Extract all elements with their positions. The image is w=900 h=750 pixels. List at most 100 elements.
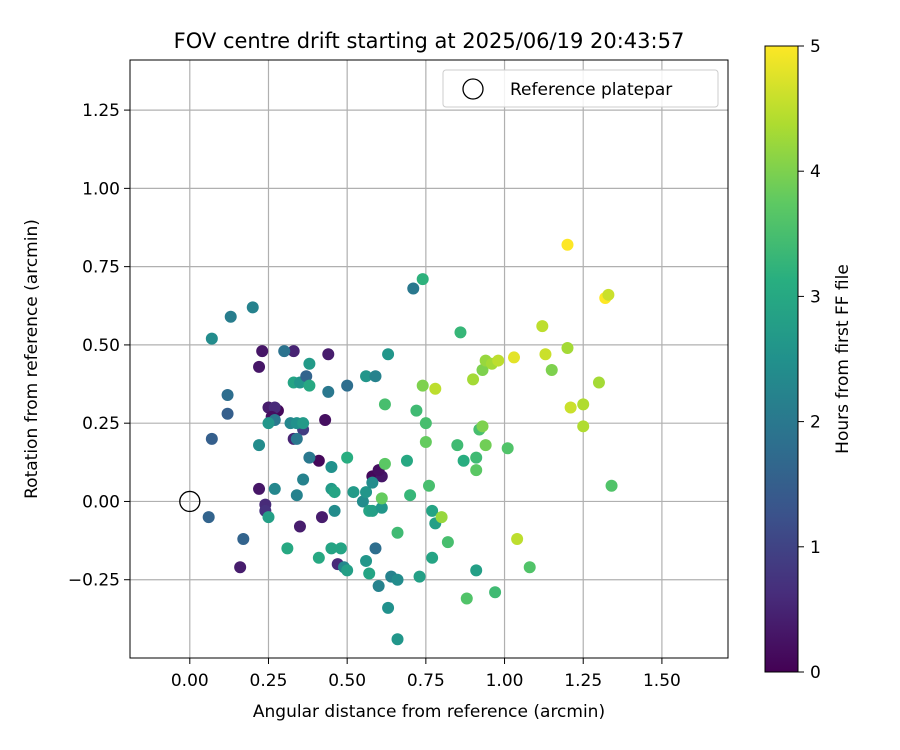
scatter-point	[237, 533, 250, 546]
scatter-point	[479, 439, 492, 452]
x-axis-label: Angular distance from reference (arcmin)	[253, 702, 605, 722]
scatter-point	[507, 351, 520, 364]
colorbar-tick-label: 4	[810, 162, 821, 182]
legend-marker-open-circle	[462, 78, 484, 100]
colorbar-gradient	[764, 45, 799, 673]
legend-box	[442, 69, 719, 108]
x-tick-label: 0.00	[171, 671, 209, 691]
x-tick-label: 0.50	[328, 671, 366, 691]
scatter-point	[262, 417, 275, 430]
scatter-point	[325, 542, 338, 555]
scatter-point	[539, 348, 552, 361]
legend: Reference platepar	[442, 69, 719, 108]
scatter-point	[382, 601, 395, 614]
scatter-point	[366, 504, 379, 517]
y-axis-ticks: −0.25 0.00 0.25 0.50 0.75 1.00 1.25	[68, 101, 130, 591]
scatter-point	[303, 379, 316, 392]
colorbar-tick-label: 5	[810, 37, 821, 57]
scatter-point	[545, 363, 558, 376]
scatter-point	[470, 564, 483, 577]
scatter-points	[202, 238, 618, 646]
scatter-point	[360, 486, 373, 499]
scatter-point	[322, 348, 335, 361]
scatter-point	[281, 542, 294, 555]
scatter-point	[391, 573, 404, 586]
x-tick-label: 0.25	[250, 671, 288, 691]
scatter-point	[205, 432, 218, 445]
scatter-point	[476, 420, 489, 433]
scatter-point	[489, 586, 502, 599]
scatter-point	[328, 486, 341, 499]
scatter-point	[369, 370, 382, 383]
grid	[130, 60, 728, 658]
scatter-point	[303, 451, 316, 464]
colorbar-label: Hours from first FF file	[833, 264, 853, 454]
scatter-point	[476, 363, 489, 376]
scatter-point	[328, 504, 341, 517]
scatter-point	[577, 398, 590, 411]
scatter-point	[360, 554, 373, 567]
scatter-point	[454, 326, 467, 339]
scatter-point	[297, 417, 310, 430]
scatter-point	[256, 345, 269, 358]
scatter-point	[315, 511, 328, 524]
scatter-point	[290, 432, 303, 445]
scatter-point	[300, 370, 313, 383]
scatter-point	[205, 332, 218, 345]
scatter-point	[366, 476, 379, 489]
scatter-point	[360, 370, 373, 383]
y-tick-label: 0.75	[82, 258, 120, 278]
scatter-point	[375, 501, 388, 514]
scatter-point	[592, 376, 605, 389]
scatter-point	[253, 439, 266, 452]
scatter-point	[253, 360, 266, 373]
scatter-point	[369, 542, 382, 555]
scatter-point	[341, 451, 354, 464]
colorbar: 0 1 2 3 4 5 Hours from first FF file	[764, 37, 853, 683]
scatter-point	[382, 348, 395, 361]
scatter-point	[435, 511, 448, 524]
x-tick-label: 1.25	[564, 671, 602, 691]
scatter-point	[501, 442, 514, 455]
scatter-point	[341, 379, 354, 392]
scatter-point	[268, 482, 281, 495]
scatter-point	[278, 345, 291, 358]
y-tick-label: 1.25	[82, 101, 120, 121]
scatter-point	[419, 435, 432, 448]
scatter-point	[416, 273, 429, 286]
scatter-point	[429, 382, 442, 395]
scatter-point	[457, 454, 470, 467]
plot-frame	[129, 59, 729, 659]
scatter-point	[577, 420, 590, 433]
scatter-point	[290, 489, 303, 502]
scatter-point	[561, 342, 574, 355]
scatter-point	[262, 511, 275, 524]
scatter-point	[400, 454, 413, 467]
y-axis-label: Rotation from reference (arcmin)	[22, 219, 42, 499]
scatter-point	[416, 379, 429, 392]
colorbar-tick-label: 0	[810, 663, 821, 683]
colorbar-tick-label: 2	[810, 413, 821, 433]
scatter-point	[470, 464, 483, 477]
scatter-point	[605, 479, 618, 492]
y-tick-label: 0.25	[82, 414, 120, 434]
scatter-point	[312, 454, 325, 467]
x-tick-label: 1.00	[486, 671, 524, 691]
scatter-point	[460, 592, 473, 605]
scatter-point	[356, 495, 369, 508]
y-tick-label: −0.25	[68, 571, 120, 591]
scatter-point	[319, 414, 332, 427]
scatter-point	[341, 564, 354, 577]
scatter-point	[303, 357, 316, 370]
scatter-point	[224, 310, 237, 323]
legend-label: Reference platepar	[510, 80, 672, 100]
scatter-point	[391, 633, 404, 646]
scatter-point	[221, 389, 234, 402]
scatter-point	[413, 570, 426, 583]
scatter-point	[391, 526, 404, 539]
scatter-point	[363, 567, 376, 580]
x-tick-label: 0.75	[407, 671, 445, 691]
scatter-point	[404, 489, 417, 502]
reference-marker-layer	[179, 490, 201, 513]
